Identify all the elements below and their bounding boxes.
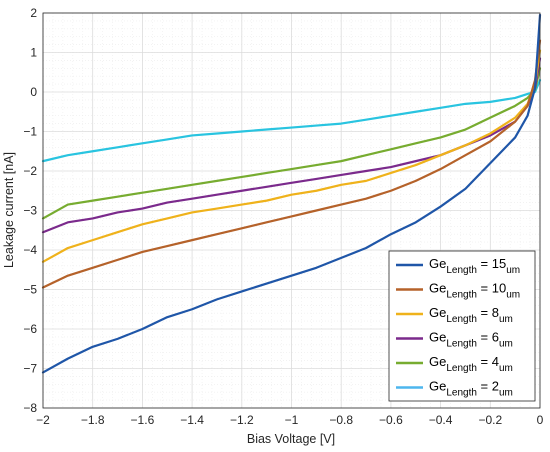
y-tick-label: −2	[23, 164, 37, 178]
y-tick-label: −4	[23, 243, 37, 257]
legend-label: GeLength = 10um	[429, 281, 520, 301]
x-tick-label: −2	[36, 413, 50, 427]
plot-frame	[42, 12, 541, 409]
series-line-1	[41, 39, 542, 289]
series-line-5	[41, 79, 542, 163]
y-tick-label: 0	[30, 85, 37, 99]
x-tick-label: 0	[537, 413, 544, 427]
series-layer	[41, 13, 542, 374]
legend-label: GeLength = 6um	[429, 330, 513, 350]
x-tick-label: −1.6	[131, 413, 155, 427]
x-tick-label: −0.2	[478, 413, 502, 427]
y-tick-label: 2	[30, 6, 37, 20]
x-tick-label: −1.8	[81, 413, 105, 427]
legend-label: GeLength = 15um	[429, 256, 520, 276]
legend-label: GeLength = 2um	[429, 379, 513, 399]
legend: GeLength = 15um GeLength = 10um GeLength =…	[388, 250, 536, 402]
y-tick-label: −6	[23, 322, 37, 336]
series-line-3	[41, 57, 542, 234]
legend-label: GeLength = 4um	[429, 354, 513, 374]
x-tick-label: −0.6	[379, 413, 403, 427]
legend-label: GeLength = 8um	[429, 305, 513, 325]
y-tick-label: −5	[23, 283, 37, 297]
x-tick-label: −1	[285, 413, 299, 427]
y-tick-label: −7	[23, 362, 37, 376]
series-line-0	[41, 13, 542, 374]
x-tick-label: −1.2	[230, 413, 254, 427]
y-tick-label: −8	[23, 401, 37, 415]
legend-box	[388, 250, 536, 402]
y-axis-label: Leakage current [nA]	[2, 152, 16, 268]
series-line-2	[41, 49, 542, 263]
x-tick-labels: −2 −1.8 −1.6 −1.4 −1.2 −1 −0.8 −0.6 −0.4 −0.2 0	[36, 413, 544, 427]
x-tick-label: −0.8	[329, 413, 353, 427]
x-tick-label: −0.4	[429, 413, 453, 427]
y-tick-label: 1	[30, 46, 37, 60]
y-tick-label: −1	[23, 125, 37, 139]
x-tick-label: −1.4	[180, 413, 204, 427]
y-tick-label: −3	[23, 204, 37, 218]
series-line-4	[41, 67, 542, 220]
y-tick-labels: 2 1 0 −1 −2 −3 −4 −5 −6 −7 −8	[23, 6, 37, 415]
x-axis-label: Bias Voltage [V]	[247, 432, 335, 446]
